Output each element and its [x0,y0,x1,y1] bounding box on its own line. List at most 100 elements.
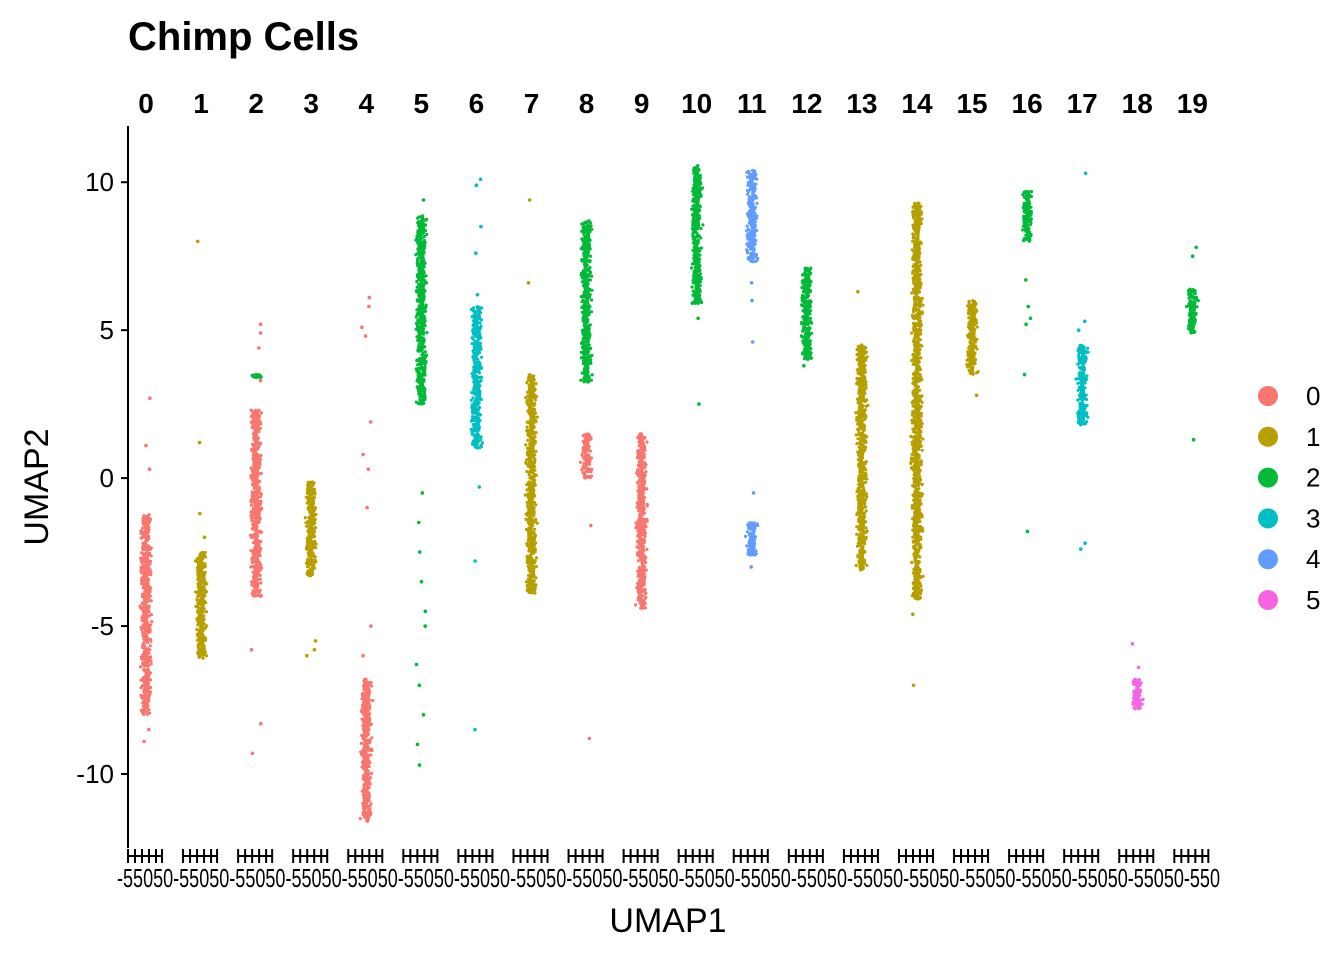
cluster-point [250,476,254,480]
outlier-point [360,325,364,330]
cluster-point [530,506,534,510]
cluster-point [639,447,643,451]
cluster-point [532,484,536,488]
cluster-point [255,556,259,560]
cluster-point [532,389,536,393]
cluster-point [201,566,205,570]
cluster-point [531,418,535,422]
cluster-point [585,351,589,355]
cluster-point [198,598,202,602]
cluster-point [252,592,256,596]
cluster-point [308,546,312,551]
cluster-point [255,422,259,426]
cluster-point [587,293,592,297]
cluster-point [475,441,479,445]
cluster-point [253,519,257,524]
cluster-point [533,583,538,587]
cluster-point [587,296,591,300]
cluster-point [582,303,586,307]
cluster-point [142,530,146,534]
cluster-point [582,462,586,466]
cluster-point [199,568,203,573]
outlier-point [368,420,373,424]
cluster-point [255,516,260,520]
cluster-point [645,547,649,551]
cluster-point [143,542,148,547]
outlier-point [479,224,483,229]
cluster-point [365,768,369,772]
cluster-point [531,392,535,396]
cluster-point [419,231,423,235]
cluster-point [250,558,254,562]
cluster-point [200,623,204,627]
cluster-point [146,711,150,715]
cluster-point [415,369,419,373]
cluster-point [362,719,366,723]
cluster-point [528,502,533,506]
cluster-point [530,471,534,475]
cluster-point [258,454,262,458]
cluster-point [306,499,310,503]
cluster-point [420,246,424,251]
cluster-point [363,693,367,698]
cluster-point [534,382,538,386]
cluster-point [474,364,478,368]
outlier-point [421,713,426,717]
cluster-point [251,424,255,428]
cluster-point [312,514,316,519]
cluster-point [473,400,477,404]
cluster-point [306,524,310,528]
cluster-point [417,282,421,286]
outlier-point [250,751,255,756]
cluster-point [475,411,479,415]
facet-label-4: 4 [358,88,374,119]
cluster-point [255,553,259,557]
cluster-point [139,579,144,583]
cluster-point [249,466,253,470]
cluster-point [586,232,590,236]
cluster-point [253,459,257,463]
cluster-point [525,583,529,588]
cluster-point [415,238,420,242]
cluster-point [533,559,537,563]
cluster-point [527,522,531,526]
cluster-point [144,554,148,558]
outlier-point [195,239,200,244]
cluster-point [531,481,535,485]
facet-label-16: 16 [1012,88,1043,119]
cluster-point [365,713,369,718]
cluster-point [312,481,316,485]
outlier-point [367,295,372,300]
cluster-point [196,623,200,627]
cluster-point [143,707,147,711]
cluster-point [369,680,373,685]
cluster-point [527,547,532,551]
cluster-point [143,661,147,665]
cluster-point [371,698,375,703]
cluster-point [529,415,533,420]
cluster-point [147,672,151,676]
cluster-point [248,533,252,537]
cluster-point [202,576,206,580]
cluster-point [531,403,535,407]
cluster-point [425,232,429,237]
cluster-point [195,598,199,602]
cluster-point [146,581,150,586]
cluster-point [477,342,481,346]
cluster-point [475,320,480,324]
outlier-point [587,736,592,741]
cluster-point [587,278,591,282]
cluster-point [142,568,146,572]
cluster-point [528,399,532,403]
cluster-point [587,335,591,339]
cluster-point [526,504,530,508]
cluster-point [472,343,476,347]
cluster-point [524,461,528,465]
cluster-point [258,375,262,379]
cluster-point [143,547,147,551]
cluster-point [306,496,310,500]
cluster-point [141,656,145,660]
outlier-point [361,452,365,457]
cluster-point [140,571,144,575]
cluster-point [478,413,483,417]
